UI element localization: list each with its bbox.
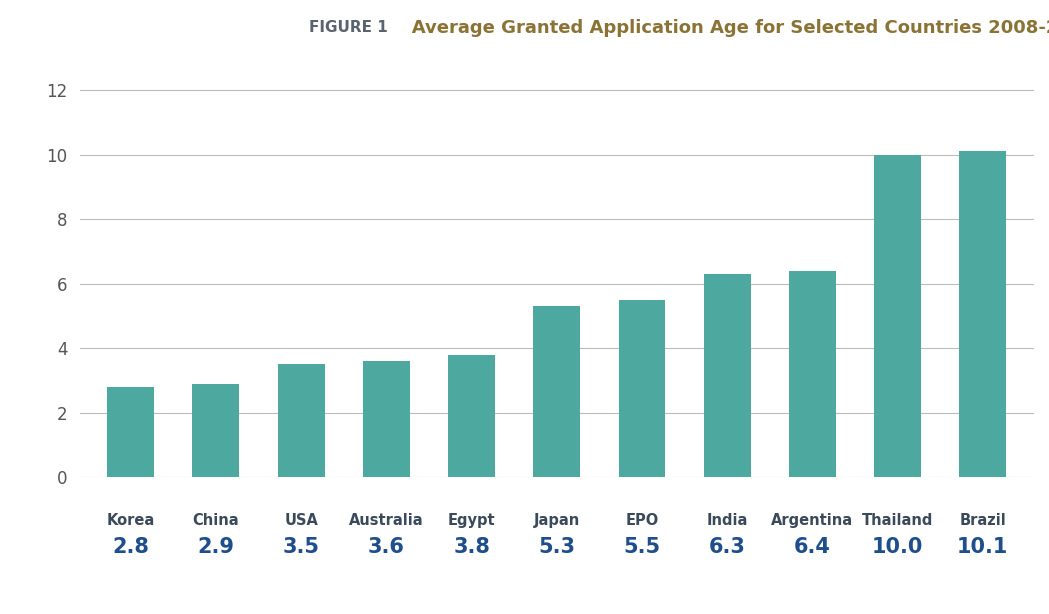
Text: 3.6: 3.6 — [368, 537, 405, 558]
Text: 5.5: 5.5 — [623, 537, 661, 558]
Text: 6.4: 6.4 — [794, 537, 831, 558]
Text: Thailand: Thailand — [862, 513, 934, 528]
Text: Korea: Korea — [107, 513, 155, 528]
Text: Japan: Japan — [534, 513, 580, 528]
Text: Egypt: Egypt — [448, 513, 495, 528]
Bar — [704, 274, 751, 478]
Bar — [107, 387, 154, 478]
Bar — [278, 365, 324, 478]
Bar — [960, 151, 1006, 478]
Text: 3.8: 3.8 — [453, 537, 490, 558]
Text: India: India — [707, 513, 748, 528]
Bar — [448, 355, 495, 478]
Text: 2.8: 2.8 — [112, 537, 149, 558]
Text: Argentina: Argentina — [771, 513, 854, 528]
Text: 10.0: 10.0 — [872, 537, 923, 558]
Text: China: China — [193, 513, 239, 528]
Bar — [533, 306, 580, 478]
Text: Australia: Australia — [349, 513, 424, 528]
Text: Average Granted Application Age for Selected Countries 2008-2015 (in years): Average Granted Application Age for Sele… — [393, 18, 1049, 37]
Text: USA: USA — [284, 513, 318, 528]
Text: 2.9: 2.9 — [197, 537, 234, 558]
Bar — [192, 384, 239, 478]
Text: 3.5: 3.5 — [282, 537, 320, 558]
Text: Brazil: Brazil — [960, 513, 1006, 528]
Bar — [789, 271, 836, 478]
Bar — [363, 361, 410, 478]
Bar — [874, 155, 921, 478]
Text: 6.3: 6.3 — [709, 537, 746, 558]
Text: 10.1: 10.1 — [957, 537, 1008, 558]
Text: FIGURE 1: FIGURE 1 — [309, 20, 388, 35]
Text: EPO: EPO — [625, 513, 659, 528]
Bar — [619, 300, 665, 478]
Text: 5.3: 5.3 — [538, 537, 575, 558]
